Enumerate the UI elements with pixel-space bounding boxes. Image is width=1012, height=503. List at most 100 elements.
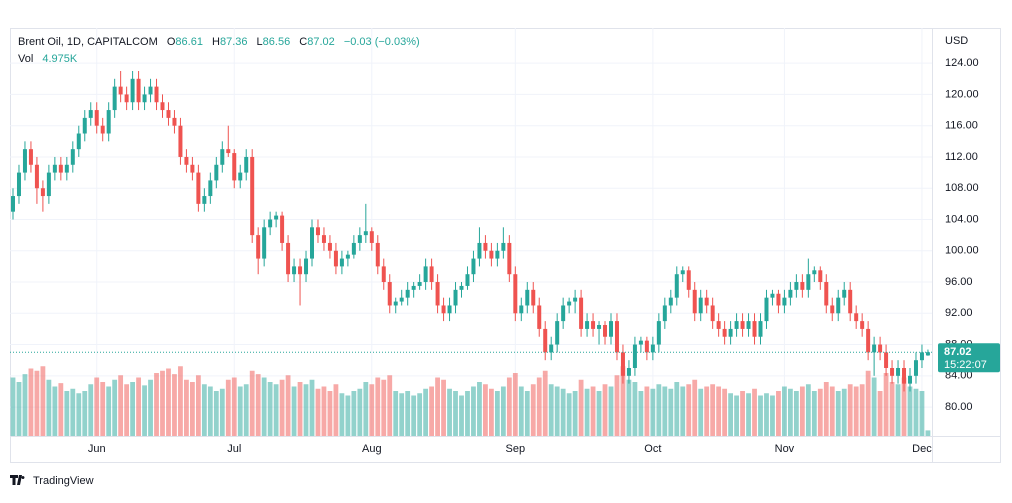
c-label: C xyxy=(299,36,307,48)
candle-body xyxy=(46,172,51,197)
candle-body xyxy=(387,282,392,306)
volume-bar xyxy=(776,391,781,436)
volume-bar xyxy=(548,384,554,436)
volume-bar xyxy=(758,395,763,436)
symbol: Brent Oil, 1D, CAPITALCOM xyxy=(18,36,158,48)
candle-body xyxy=(196,172,201,204)
candle-body xyxy=(872,344,877,353)
candle-body xyxy=(752,321,757,337)
candle-body xyxy=(656,321,661,345)
volume-bar xyxy=(500,386,506,436)
volume-bar xyxy=(698,388,704,436)
candle-body xyxy=(674,274,679,298)
candle-body xyxy=(758,321,763,337)
candle-body xyxy=(393,301,398,306)
volume-bar xyxy=(321,386,327,436)
candle-body xyxy=(250,156,255,236)
candle-body xyxy=(698,297,703,314)
candle-body xyxy=(369,231,374,243)
volume-bar xyxy=(728,393,733,436)
candle-body xyxy=(52,164,57,173)
volume-bar xyxy=(142,385,147,436)
volume-bar xyxy=(746,393,751,436)
volume-bar xyxy=(148,379,153,436)
volume-bar xyxy=(423,388,429,436)
volume-bar xyxy=(411,395,417,436)
volume-bar xyxy=(590,386,596,436)
volume-bar xyxy=(243,384,249,436)
change: −0.03 (−0.03%) xyxy=(344,36,420,48)
candle-body xyxy=(327,242,332,251)
candle-body xyxy=(321,235,326,243)
volume-bar xyxy=(489,388,494,436)
candle-body xyxy=(597,325,602,329)
volume-bar xyxy=(752,388,757,436)
candle-body xyxy=(925,352,930,356)
volume-bar xyxy=(112,379,118,436)
volume-bar xyxy=(70,388,76,436)
volume-bar xyxy=(309,379,315,436)
volume-bar xyxy=(207,386,213,436)
candle-body xyxy=(453,289,458,306)
candle-body xyxy=(214,164,219,181)
candle-body xyxy=(70,149,75,165)
candle-body xyxy=(644,340,649,353)
candle-body xyxy=(357,235,362,243)
volume-bar xyxy=(518,386,524,436)
volume-bar xyxy=(387,375,393,436)
candle-body xyxy=(82,117,87,134)
volume-bar xyxy=(297,382,303,436)
volume-bar xyxy=(835,391,841,436)
volume-bar xyxy=(154,373,159,436)
volume-bar xyxy=(596,391,602,436)
axes: 80.0084.0088.0092.0096.00100.00104.00108… xyxy=(10,57,1000,455)
candle-body xyxy=(130,78,135,103)
volume-bar xyxy=(560,388,566,436)
candle-body xyxy=(351,242,356,255)
candle-body xyxy=(304,258,309,275)
candle-body xyxy=(764,297,769,322)
volume-bar xyxy=(524,391,530,436)
candle-body xyxy=(208,180,213,197)
volume-bar xyxy=(602,384,608,436)
candle-body xyxy=(148,86,153,95)
candle-body xyxy=(812,270,817,275)
candle-body xyxy=(638,340,643,345)
candle-body xyxy=(919,352,924,361)
candle-body xyxy=(626,368,631,376)
volume-bar xyxy=(201,384,207,436)
candle-body xyxy=(632,344,637,368)
y-tick-label: 100.00 xyxy=(945,245,979,257)
y-tick-label: 96.00 xyxy=(945,276,973,288)
candle-body xyxy=(824,282,829,306)
candle-body xyxy=(662,305,667,322)
volume-bar xyxy=(494,391,500,436)
candle-body xyxy=(913,360,918,376)
volume-bar xyxy=(34,370,40,436)
countdown: 15:22:07 xyxy=(944,359,987,371)
candle-body xyxy=(28,149,33,165)
candle-body xyxy=(722,328,727,337)
volume-bar xyxy=(327,391,333,436)
candle-body xyxy=(375,242,380,267)
candle-body xyxy=(794,282,799,290)
candle-body xyxy=(363,231,368,236)
volume-bar xyxy=(405,391,411,436)
candle-body xyxy=(716,321,721,329)
x-tick-label: Aug xyxy=(362,443,382,455)
volume-bar xyxy=(333,384,339,436)
candle-body xyxy=(537,305,542,329)
candle-body xyxy=(549,344,554,353)
candle-body xyxy=(465,274,470,286)
volume-bar xyxy=(100,382,106,436)
volume-bar xyxy=(710,384,716,436)
volume-bar xyxy=(339,393,345,436)
candle-body xyxy=(106,110,111,134)
volume-bar xyxy=(429,386,434,436)
y-tick-label: 116.00 xyxy=(945,120,978,132)
volume-bar xyxy=(895,384,901,436)
volume-bar xyxy=(764,393,769,436)
volume-bar xyxy=(686,384,692,436)
volume-bar xyxy=(632,382,638,436)
